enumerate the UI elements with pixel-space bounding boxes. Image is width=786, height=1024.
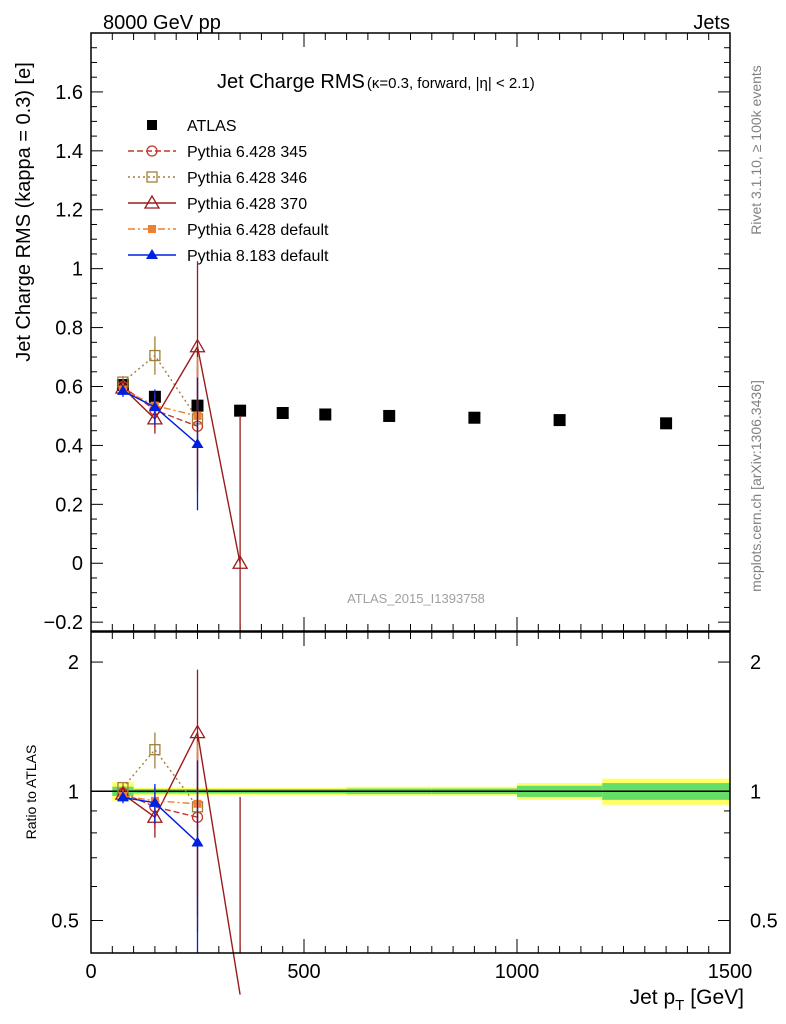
- legend-entry-p346: Pythia 6.428 346: [128, 170, 307, 187]
- series-p345: [117, 367, 204, 486]
- ratio-series-p370: [114, 669, 241, 995]
- y-tick-label: 0.2: [55, 494, 83, 516]
- data-point-p370: [189, 338, 206, 353]
- ratio-tick-label-right: 2: [750, 652, 761, 674]
- x-axis-label: Jet pT [GeV]: [630, 986, 744, 1014]
- lower-panel-frame: [90, 631, 731, 954]
- legend-entry-p370: Pythia 6.428 370: [128, 194, 307, 213]
- x-tick-label: 0: [85, 961, 96, 983]
- lower-series-layer: [114, 669, 241, 995]
- y-tick-label: −0.2: [44, 612, 83, 634]
- data-point-atlas: [660, 417, 673, 430]
- legend-marker-p370: [143, 194, 161, 209]
- y-tick-label: 1.2: [55, 200, 83, 222]
- series-line-p370: [122, 344, 241, 564]
- legend-entry-p6def: Pythia 6.428 default: [128, 222, 329, 239]
- chart-title-main: Jet Charge RMS: [217, 71, 365, 93]
- series-p370: [114, 261, 249, 631]
- y-tick-label: 1: [72, 259, 83, 281]
- ratio-series-p346: [117, 732, 204, 933]
- legend-entry-p8def: Pythia 8.183 default: [128, 248, 329, 265]
- ratio-line-p346: [122, 748, 199, 808]
- data-point-p370: [231, 554, 249, 569]
- ratio-line-p370: [122, 730, 241, 995]
- upper-panel: −0.2 0 0.2 0.4 0.6 0.8 1 1.2 1.4 1.6 Jet Charge R…: [44, 32, 731, 634]
- data-point-atlas: [276, 407, 289, 420]
- data-point-p8def: [148, 401, 161, 412]
- mcplots-source-label: mcplots.cern.ch [arXiv:1306.3436]: [748, 380, 764, 592]
- ratio-tick-label-left: 0.5: [51, 910, 79, 932]
- legend-label-p8def: Pythia 8.183 default: [187, 248, 329, 265]
- legend-marker-p345: [146, 145, 158, 157]
- y-tick-label: 0.8: [55, 318, 83, 340]
- data-point-atlas: [234, 404, 247, 417]
- y-tick-label: 0.4: [55, 435, 83, 457]
- data-point-atlas: [553, 414, 566, 427]
- x-tick-label: 500: [287, 961, 320, 983]
- rivet-version-label: Rivet 3.1.10, ≥ 100k events: [748, 65, 764, 235]
- lower-axis-ticks: 0.5 0.5 1 1 2 2 0 500 1000 1500: [51, 632, 778, 983]
- y-tick-label: 0.6: [55, 376, 83, 398]
- x-axis-label-sub: T: [675, 997, 684, 1014]
- ratio-point-p8def: [116, 791, 129, 802]
- x-axis-label-unit: [GeV]: [690, 986, 744, 1009]
- analysis-watermark: ATLAS_2015_I1393758: [347, 591, 485, 606]
- header-process-label: Jets: [693, 12, 730, 34]
- upper-y-axis-label: Jet Charge RMS (kappa = 0.3) [e]: [13, 62, 35, 362]
- legend-marker-p346: [146, 171, 158, 183]
- legend-marker-p8def: [146, 249, 158, 259]
- ratio-point-p8def: [191, 836, 204, 847]
- ratio-point-p370: [189, 724, 206, 739]
- legend: ATLAS Pythia 6.428 345 Pythia 6.428 346 Pyt…: [128, 118, 329, 265]
- data-point-p8def: [191, 437, 204, 448]
- ratio-tick-label-right: 1: [750, 781, 761, 803]
- ratio-tick-label-left: 1: [68, 781, 79, 803]
- chart-title-sub: (κ=0.3, forward, |η| < 2.1): [367, 75, 535, 92]
- y-tick-label: 1.6: [55, 82, 83, 104]
- data-point-p8def: [116, 384, 129, 395]
- ratio-series-p8def: [116, 760, 204, 953]
- legend-label-p345: Pythia 6.428 345: [187, 144, 307, 161]
- upper-panel-frame: [90, 32, 731, 632]
- data-point-p346: [149, 349, 161, 362]
- series-p8def: [116, 377, 204, 511]
- legend-label-p6def: Pythia 6.428 default: [187, 222, 329, 239]
- y-tick-label: 1.4: [55, 141, 83, 163]
- ratio-tick-label-left: 2: [68, 652, 79, 674]
- legend-marker-atlas: [147, 120, 157, 130]
- lower-y-axis-label: Ratio to ATLAS: [23, 745, 39, 840]
- legend-entry-p345: Pythia 6.428 345: [128, 144, 307, 161]
- x-tick-label: 1000: [495, 961, 540, 983]
- header-energy-label: 8000 GeV pp: [103, 12, 221, 34]
- legend-label-atlas: ATLAS: [187, 118, 237, 135]
- x-tick-label: 1500: [708, 961, 753, 983]
- ratio-tick-label-right: 0.5: [750, 910, 778, 932]
- chart-title: Jet Charge RMS (κ=0.3, forward, |η| < 2.1…: [217, 71, 535, 93]
- data-point-atlas: [383, 409, 396, 422]
- legend-label-p346: Pythia 6.428 346: [187, 170, 307, 187]
- lower-panel: 0.5 0.5 1 1 2 2 0 500 1000 1500: [51, 631, 778, 995]
- ratio-point-p8def: [148, 796, 161, 807]
- y-tick-label: 0: [72, 553, 83, 575]
- x-axis-label-main: Jet p: [630, 986, 676, 1009]
- upper-axis-ticks: −0.2 0 0.2 0.4 0.6 0.8 1 1.2 1.4 1.6: [44, 33, 731, 634]
- data-point-atlas: [319, 408, 332, 421]
- legend-marker-p6def: [148, 225, 156, 233]
- upper-series-layer: [114, 261, 673, 631]
- legend-label-p370: Pythia 6.428 370: [187, 196, 307, 213]
- data-point-atlas: [468, 411, 481, 424]
- legend-entry-atlas: ATLAS: [147, 118, 237, 135]
- ratio-point-p346: [149, 744, 161, 756]
